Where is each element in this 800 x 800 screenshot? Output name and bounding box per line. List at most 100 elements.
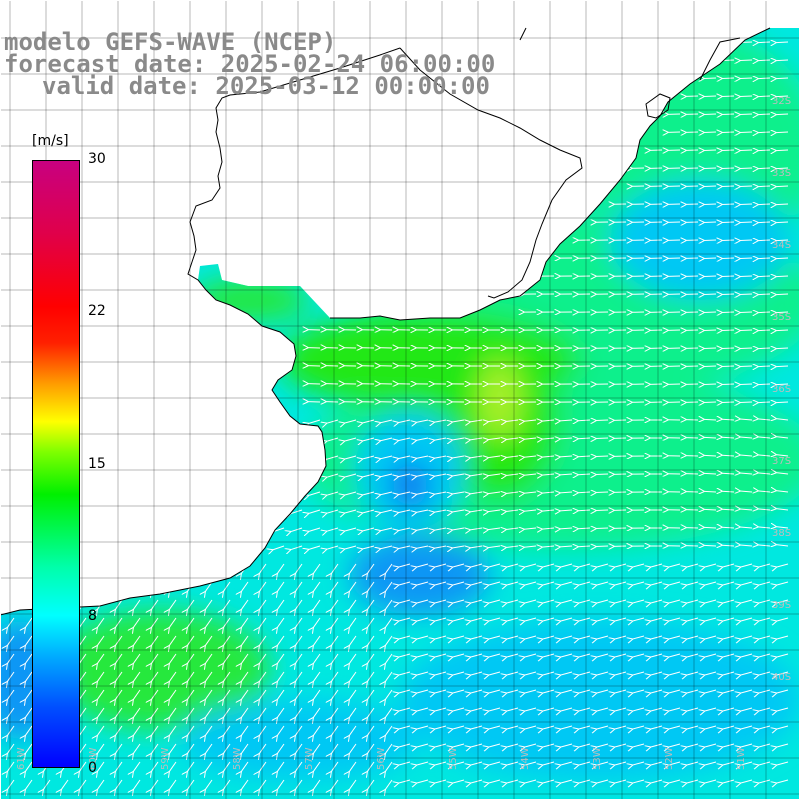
wind-vector — [205, 653, 213, 664]
wind-vector — [758, 42, 771, 43]
wind-vector — [416, 419, 429, 422]
wind-vector — [309, 437, 321, 442]
wind-vector — [79, 779, 87, 790]
wind-vector — [506, 779, 519, 783]
wind-vector — [241, 599, 249, 610]
wind-vector — [313, 743, 321, 754]
wind-vector — [776, 653, 789, 657]
wind-vector — [542, 779, 555, 783]
wind-vector — [758, 563, 771, 567]
wind-vector — [385, 725, 393, 736]
wind-vector — [506, 438, 519, 439]
wind-vector — [205, 581, 213, 592]
wind-vector — [686, 779, 699, 783]
wind-vector — [133, 725, 141, 736]
wind-vector — [79, 689, 87, 700]
wind-vector — [434, 725, 447, 729]
wind-vector — [722, 779, 735, 783]
wind-vector — [349, 599, 357, 610]
valid-date: valid date: 2025-03-12 00:00:00 — [42, 72, 490, 100]
wind-vector — [309, 509, 321, 514]
wind-vector — [7, 635, 15, 646]
wind-vector — [255, 473, 267, 478]
wind-vector — [668, 581, 681, 585]
wind-vector — [668, 635, 681, 639]
wind-vector — [367, 707, 375, 718]
wind-vector — [578, 689, 591, 693]
wind-vector — [452, 779, 465, 783]
wind-vector — [560, 635, 573, 639]
wind-vector — [7, 671, 15, 682]
wind-vector — [277, 779, 285, 790]
wind-vector — [740, 653, 753, 657]
wind-vector — [488, 671, 501, 675]
wind-vector — [506, 420, 519, 421]
wind-vector — [398, 743, 411, 747]
wind-vector — [758, 437, 771, 438]
wind-vector — [362, 473, 375, 477]
wind-vector — [385, 563, 393, 574]
wind-vector — [470, 707, 483, 711]
wind-vector — [133, 761, 141, 772]
wind-vector — [277, 725, 285, 736]
wind-vector — [704, 437, 717, 438]
wind-vector — [115, 617, 123, 628]
wind-vector — [758, 384, 771, 385]
wind-vector — [722, 509, 735, 510]
wind-vector — [331, 581, 339, 592]
wind-vector — [313, 689, 321, 700]
wind-vector — [704, 419, 717, 420]
wind-vector — [97, 617, 105, 628]
wind-vector — [452, 653, 465, 657]
wind-vector — [133, 635, 141, 646]
wind-vector — [758, 258, 771, 259]
longitude-label: 61W — [16, 747, 27, 770]
wind-vector — [740, 222, 753, 223]
wind-vector — [506, 689, 519, 693]
wind-vector — [187, 581, 195, 592]
wind-vector — [313, 581, 321, 592]
wind-vector — [25, 635, 33, 646]
wind-vector — [632, 725, 645, 729]
wind-vector — [452, 455, 465, 458]
wind-vector — [488, 581, 501, 585]
wind-vector — [740, 581, 753, 585]
wind-vector — [758, 168, 771, 169]
wind-vector — [398, 779, 411, 783]
wind-vector — [416, 761, 429, 765]
wind-vector — [223, 761, 231, 772]
wind-vector — [488, 689, 501, 693]
wind-vector — [259, 671, 267, 682]
wind-vector — [79, 725, 87, 736]
wind-vector — [758, 545, 771, 546]
wind-vector — [470, 420, 483, 422]
colorbar-tick-0: 0 — [88, 760, 97, 776]
wind-vector — [632, 599, 645, 603]
wind-vector — [452, 581, 465, 585]
wind-vector — [578, 671, 591, 675]
wind-vector — [776, 132, 789, 133]
wind-vector — [650, 743, 663, 747]
wind-vector — [434, 419, 447, 422]
wind-vector — [686, 707, 699, 711]
wind-vector — [295, 689, 303, 700]
wind-vector — [115, 779, 123, 790]
wind-vector — [740, 330, 753, 331]
wind-vector — [506, 492, 519, 493]
wind-vector — [151, 671, 159, 682]
wind-vector — [596, 581, 609, 585]
wind-vector — [740, 186, 753, 187]
wind-vector — [309, 491, 321, 496]
wind-vector — [385, 653, 393, 664]
wind-vector — [758, 761, 771, 765]
wind-vector — [452, 635, 465, 639]
wind-vector — [385, 635, 393, 646]
wind-vector — [758, 186, 771, 187]
wind-vector — [614, 689, 627, 693]
wind-vector — [398, 437, 411, 441]
wind-vector — [560, 474, 573, 475]
wind-vector — [488, 563, 501, 567]
wind-vector — [776, 312, 789, 313]
wind-vector — [367, 725, 375, 736]
wind-vector — [650, 635, 663, 639]
